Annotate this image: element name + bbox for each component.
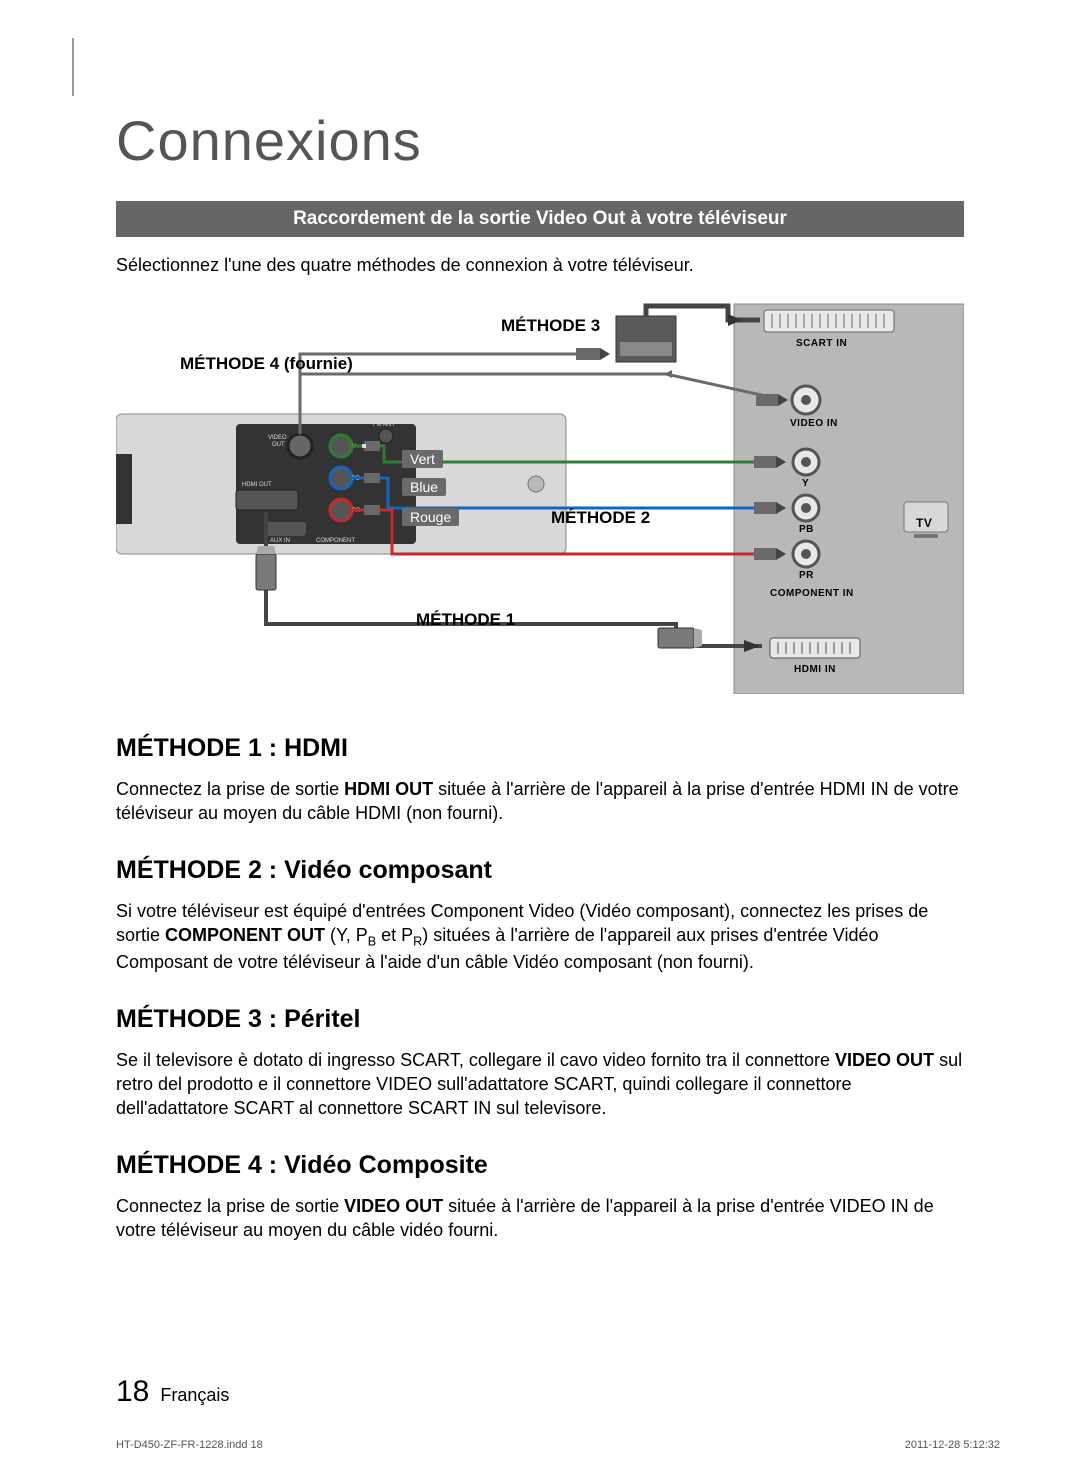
- method-4-title: MÉTHODE 4 : Vidéo Composite: [116, 1151, 964, 1180]
- page-content: Connexions Raccordement de la sortie Vid…: [116, 108, 964, 1242]
- imprint-file: HT-D450-ZF-FR-1228.indd 18: [116, 1439, 263, 1451]
- page-footer: 18 Français: [116, 1375, 229, 1409]
- tv-label-pb: PB: [799, 524, 814, 535]
- tv-label-video-in: VIDEO IN: [790, 418, 838, 429]
- page-language: Français: [160, 1385, 229, 1405]
- svg-text:COMPONENT: COMPONENT: [316, 538, 355, 544]
- page-margin-mark: [72, 38, 74, 96]
- label-method-1: MÉTHODE 1: [416, 610, 515, 630]
- label-method-2: MÉTHODE 2: [551, 508, 650, 528]
- method-1-body: Connectez la prise de sortie HDMI OUT si…: [116, 777, 964, 826]
- method-1-title: MÉTHODE 1 : HDMI: [116, 734, 964, 763]
- tv-label-pr: PR: [799, 570, 814, 581]
- svg-text:OUT: OUT: [272, 442, 285, 448]
- method-3-title: MÉTHODE 3 : Péritel: [116, 1005, 964, 1034]
- svg-text:FM ANT: FM ANT: [373, 422, 395, 428]
- cable-label-blue: Blue: [402, 478, 446, 496]
- connection-diagram: VIDEO OUT HDMI OUT COMPONENT OUT AUX IN …: [116, 294, 964, 694]
- imprint: HT-D450-ZF-FR-1228.indd 18 2011-12-28 5:…: [116, 1439, 1000, 1451]
- imprint-datetime: 2011-12-28 5:12:32: [905, 1439, 1000, 1451]
- label-method-4: MÉTHODE 4 (fournie): [180, 354, 353, 374]
- tv-label-scart: SCART IN: [796, 338, 847, 349]
- intro-text: Sélectionnez l'une des quatre méthodes d…: [116, 255, 964, 276]
- cable-label-red: Rouge: [402, 508, 459, 526]
- method-4-body: Connectez la prise de sortie VIDEO OUT s…: [116, 1194, 964, 1243]
- tv-label-y: Y: [802, 478, 809, 489]
- svg-text:HDMI OUT: HDMI OUT: [242, 482, 272, 488]
- svg-text:VIDEO: VIDEO: [268, 435, 287, 441]
- tv-panel: [734, 304, 964, 694]
- method-3-body: Se il televisore è dotato di ingresso SC…: [116, 1048, 964, 1121]
- svg-text:OUT: OUT: [334, 545, 347, 551]
- label-method-3: MÉTHODE 3: [501, 316, 600, 336]
- page-number: 18: [116, 1375, 149, 1408]
- method-2-title: MÉTHODE 2 : Vidéo composant: [116, 856, 964, 885]
- svg-text:AUX IN: AUX IN: [270, 538, 290, 544]
- tv-label-hdmi: HDMI IN: [794, 664, 836, 675]
- section-heading-bar: Raccordement de la sortie Video Out à vo…: [116, 201, 964, 237]
- tv-label-tv: TV: [916, 516, 932, 530]
- cable-label-green: Vert: [402, 450, 443, 468]
- method-2-body: Si votre téléviseur est équipé d'entrées…: [116, 899, 964, 975]
- tv-label-component: COMPONENT IN: [770, 588, 854, 599]
- page-title: Connexions: [116, 108, 964, 173]
